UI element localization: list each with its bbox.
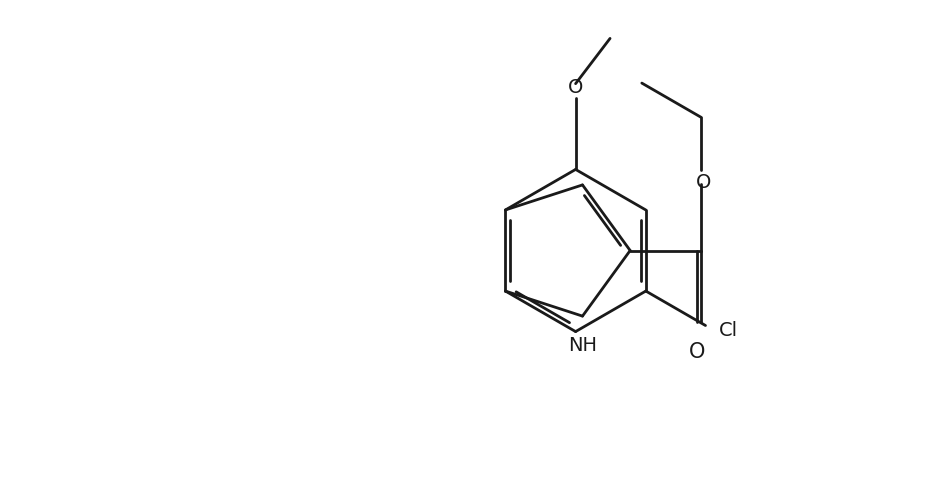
Text: O: O	[696, 173, 711, 192]
Text: O: O	[568, 78, 583, 97]
Text: O: O	[689, 341, 705, 362]
Text: NH: NH	[568, 336, 597, 355]
Text: Cl: Cl	[719, 321, 738, 340]
